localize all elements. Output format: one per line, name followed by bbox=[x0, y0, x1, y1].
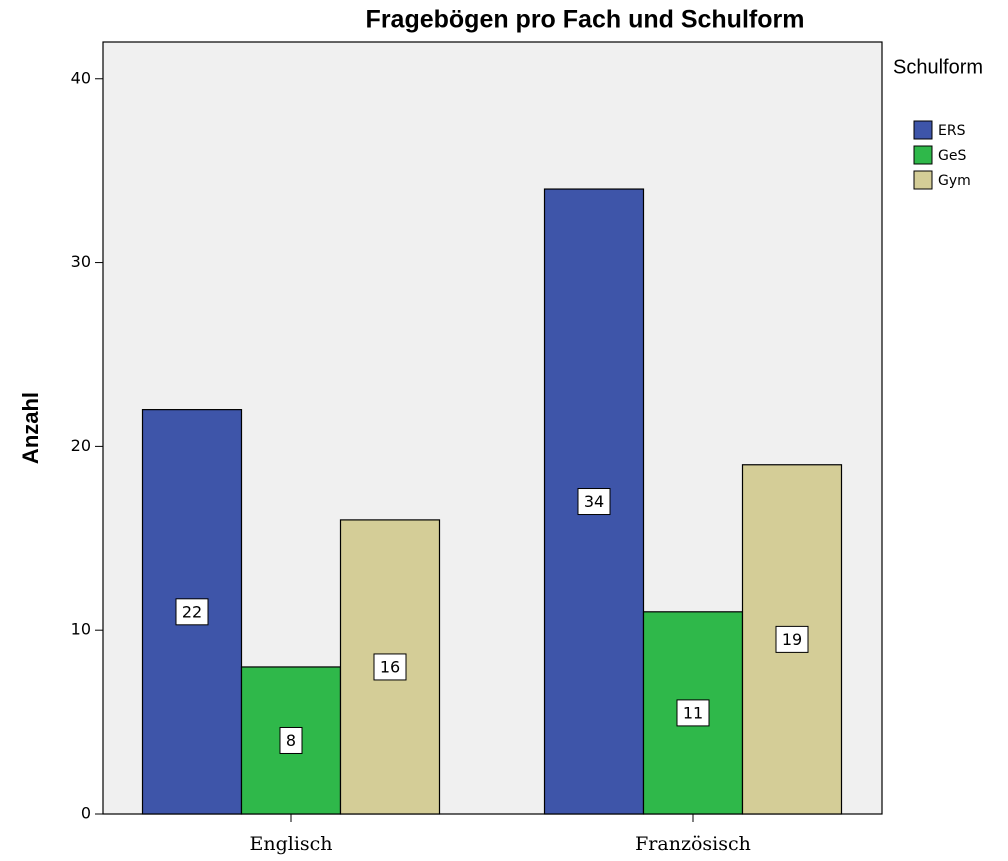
value-label: 19 bbox=[782, 630, 802, 649]
legend-label: ERS bbox=[938, 123, 966, 139]
legend-label: GeS bbox=[938, 148, 966, 164]
x-tick-label: Französisch bbox=[635, 833, 751, 855]
y-tick-label: 40 bbox=[71, 68, 91, 87]
value-label: 8 bbox=[286, 731, 296, 750]
value-label-box bbox=[175, 598, 209, 626]
legend-swatch bbox=[913, 170, 933, 190]
legend-label: Gym bbox=[938, 173, 971, 189]
legend-title: Schulform bbox=[893, 56, 983, 78]
bar bbox=[339, 519, 441, 815]
value-label: 22 bbox=[182, 602, 202, 621]
y-tick-label: 30 bbox=[71, 252, 91, 271]
value-label: 16 bbox=[380, 657, 400, 676]
value-label-box bbox=[373, 653, 407, 681]
y-tick-label: 20 bbox=[71, 436, 91, 455]
value-label: 34 bbox=[584, 492, 604, 511]
legend-swatch bbox=[913, 145, 933, 165]
legend-swatch bbox=[913, 120, 933, 140]
value-label-box bbox=[279, 726, 303, 754]
y-tick-label: 0 bbox=[81, 804, 91, 823]
value-label-box bbox=[577, 488, 611, 516]
chart-title: Fragebögen pro Fach und Schulform bbox=[366, 6, 805, 34]
value-label-box bbox=[676, 699, 710, 727]
x-tick-label: Englisch bbox=[249, 833, 332, 855]
y-axis-title: Anzahl bbox=[18, 392, 43, 464]
value-label-box bbox=[775, 625, 809, 653]
value-label: 11 bbox=[683, 703, 703, 722]
y-tick-label: 10 bbox=[71, 620, 91, 639]
